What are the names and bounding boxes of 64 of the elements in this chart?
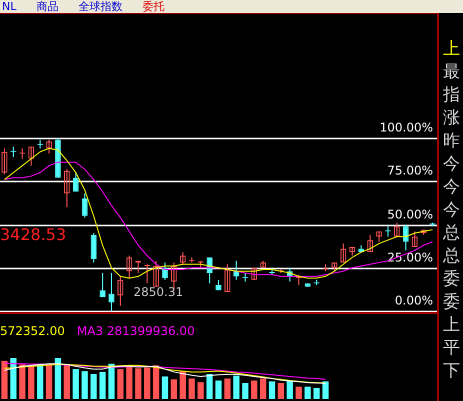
text: 最: [443, 62, 460, 82]
bar: [215, 380, 222, 399]
ref-line-label: 50.00%: [387, 208, 433, 222]
text: 委: [443, 269, 460, 289]
text: 全球指数: [78, 0, 122, 13]
text: 今: [443, 200, 460, 220]
text: 今: [443, 154, 460, 174]
bar: [296, 386, 302, 399]
bar: [286, 380, 293, 399]
bar: [19, 364, 26, 399]
ref-line-label: 100.00%: [380, 120, 433, 135]
bar: [117, 369, 124, 399]
bar: [90, 374, 97, 399]
text: MA3 281399936.00: [76, 324, 195, 338]
bar: [206, 374, 213, 399]
bar: [188, 378, 195, 399]
ref-line-label: 0.00%: [394, 294, 433, 308]
annotation: 2850.31: [133, 285, 184, 300]
bar: [72, 369, 79, 399]
bar: [170, 379, 178, 399]
bar: [304, 386, 311, 399]
bar: [10, 358, 16, 399]
ref-line-label: 75.00%: [387, 164, 433, 178]
bar: [162, 376, 168, 399]
bar: [313, 388, 320, 399]
text: 委: [443, 292, 460, 312]
bar: [126, 365, 132, 399]
text: 平: [443, 338, 460, 358]
text: 上: [443, 315, 460, 335]
text: 572352.00: [0, 324, 65, 338]
bar: [268, 381, 276, 399]
bar: [180, 371, 186, 399]
bar: [82, 371, 88, 399]
bar: [251, 380, 258, 399]
bar: [46, 364, 52, 399]
text: 今: [443, 177, 460, 197]
bar: [242, 383, 248, 399]
text: 上: [443, 39, 460, 59]
bar: [233, 376, 240, 399]
bar: [135, 368, 142, 399]
text: 委托: [142, 0, 164, 13]
bar: [152, 365, 160, 399]
bar: [322, 381, 329, 399]
bar: [144, 367, 150, 399]
text: 指: [443, 85, 460, 105]
bar: [224, 378, 231, 399]
bar: [37, 364, 44, 399]
text: 总: [443, 246, 460, 266]
bar: [260, 378, 266, 399]
text: 昨: [443, 131, 460, 151]
annotation: 3428.53: [0, 225, 66, 244]
bar: [64, 364, 70, 399]
text: 涨: [443, 108, 460, 128]
bar: [198, 382, 204, 399]
bar: [99, 372, 106, 399]
bar: [28, 366, 34, 399]
text: NL: [2, 0, 16, 13]
bar: [54, 358, 62, 399]
text: 下: [443, 361, 460, 381]
bar: [278, 383, 284, 399]
text: 商品: [36, 0, 58, 13]
bar: [108, 364, 115, 399]
bar: [1, 360, 8, 399]
text: 总: [443, 223, 460, 243]
